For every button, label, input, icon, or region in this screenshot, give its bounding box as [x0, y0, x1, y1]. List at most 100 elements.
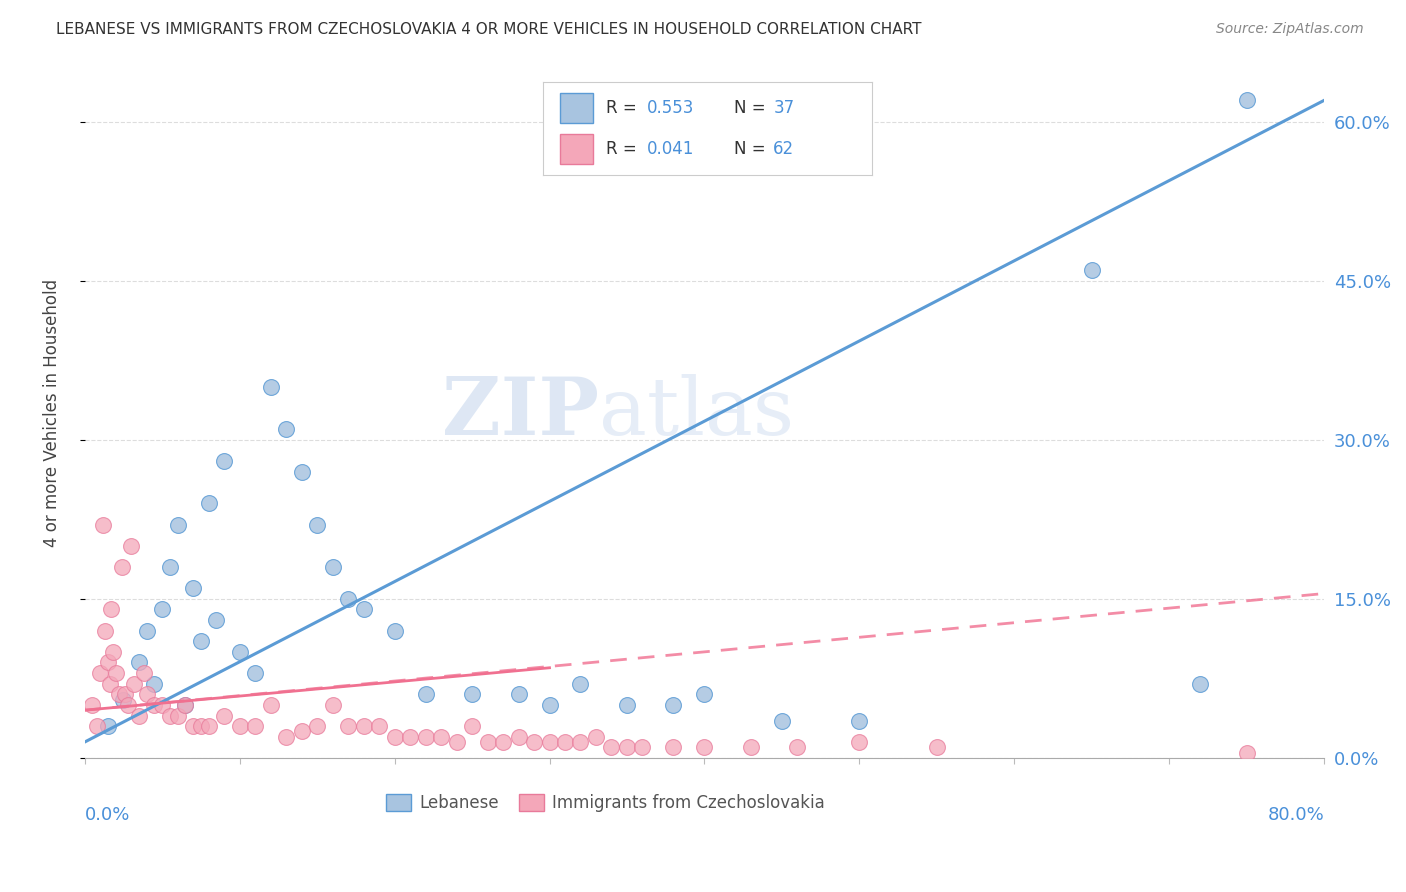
- Point: [212, 454, 235, 468]
- Point: [124, 676, 146, 690]
- Point: [150, 698, 173, 712]
- Point: [492, 735, 515, 749]
- Point: [399, 730, 422, 744]
- Point: [197, 496, 219, 510]
- Point: [166, 517, 188, 532]
- Point: [415, 730, 437, 744]
- Point: [569, 676, 592, 690]
- Point: [89, 666, 111, 681]
- Point: [143, 698, 166, 712]
- Point: [174, 698, 197, 712]
- Legend: Lebanese, Immigrants from Czechoslovakia: Lebanese, Immigrants from Czechoslovakia: [380, 787, 831, 819]
- Point: [243, 666, 266, 681]
- Point: [132, 666, 155, 681]
- Point: [353, 719, 375, 733]
- Point: [322, 698, 344, 712]
- Text: 0.0%: 0.0%: [84, 805, 131, 823]
- Point: [353, 602, 375, 616]
- Point: [585, 730, 607, 744]
- Point: [662, 740, 685, 755]
- Point: [415, 687, 437, 701]
- Point: [291, 724, 314, 739]
- Point: [112, 692, 135, 706]
- Point: [1081, 263, 1104, 277]
- Point: [508, 730, 530, 744]
- Point: [86, 719, 108, 733]
- Point: [538, 698, 561, 712]
- Text: atlas: atlas: [599, 375, 794, 452]
- Point: [307, 719, 329, 733]
- Text: 80.0%: 80.0%: [1267, 805, 1324, 823]
- Point: [925, 740, 948, 755]
- Point: [108, 687, 131, 701]
- Point: [1236, 93, 1258, 107]
- Point: [128, 708, 150, 723]
- Point: [569, 735, 592, 749]
- Point: [786, 740, 808, 755]
- Point: [181, 719, 204, 733]
- Point: [135, 624, 157, 638]
- Point: [143, 676, 166, 690]
- Point: [135, 687, 157, 701]
- Point: [337, 719, 360, 733]
- Y-axis label: 4 or more Vehicles in Household: 4 or more Vehicles in Household: [44, 279, 60, 548]
- Point: [98, 676, 121, 690]
- Point: [461, 719, 484, 733]
- Point: [97, 719, 120, 733]
- Point: [120, 539, 142, 553]
- Point: [446, 735, 468, 749]
- Point: [166, 708, 188, 723]
- Point: [740, 740, 762, 755]
- Point: [111, 560, 134, 574]
- Point: [197, 719, 219, 733]
- Point: [322, 560, 344, 574]
- Point: [616, 740, 638, 755]
- Point: [104, 666, 127, 681]
- Point: [117, 698, 139, 712]
- Point: [693, 687, 716, 701]
- Point: [205, 613, 228, 627]
- Point: [693, 740, 716, 755]
- Point: [461, 687, 484, 701]
- Point: [848, 735, 870, 749]
- Point: [159, 560, 181, 574]
- Point: [212, 708, 235, 723]
- Point: [101, 645, 124, 659]
- Point: [97, 656, 120, 670]
- Point: [337, 591, 360, 606]
- Point: [631, 740, 654, 755]
- Point: [508, 687, 530, 701]
- Text: ZIP: ZIP: [441, 375, 599, 452]
- Point: [384, 624, 406, 638]
- Point: [477, 735, 499, 749]
- Point: [307, 517, 329, 532]
- Text: Source: ZipAtlas.com: Source: ZipAtlas.com: [1216, 22, 1364, 37]
- Point: [174, 698, 197, 712]
- Point: [128, 656, 150, 670]
- Text: LEBANESE VS IMMIGRANTS FROM CZECHOSLOVAKIA 4 OR MORE VEHICLES IN HOUSEHOLD CORRE: LEBANESE VS IMMIGRANTS FROM CZECHOSLOVAK…: [56, 22, 922, 37]
- Point: [82, 698, 104, 712]
- Point: [114, 687, 136, 701]
- Point: [100, 602, 122, 616]
- Point: [228, 719, 250, 733]
- Point: [159, 708, 181, 723]
- Point: [259, 380, 281, 394]
- Point: [228, 645, 250, 659]
- Point: [523, 735, 546, 749]
- Point: [243, 719, 266, 733]
- Point: [1236, 746, 1258, 760]
- Point: [368, 719, 391, 733]
- Point: [190, 634, 212, 648]
- Point: [538, 735, 561, 749]
- Point: [276, 730, 298, 744]
- Point: [662, 698, 685, 712]
- Point: [384, 730, 406, 744]
- Point: [600, 740, 623, 755]
- Point: [259, 698, 281, 712]
- Point: [616, 698, 638, 712]
- Point: [94, 624, 117, 638]
- Point: [181, 581, 204, 595]
- Point: [554, 735, 576, 749]
- Point: [1189, 676, 1212, 690]
- Point: [91, 517, 114, 532]
